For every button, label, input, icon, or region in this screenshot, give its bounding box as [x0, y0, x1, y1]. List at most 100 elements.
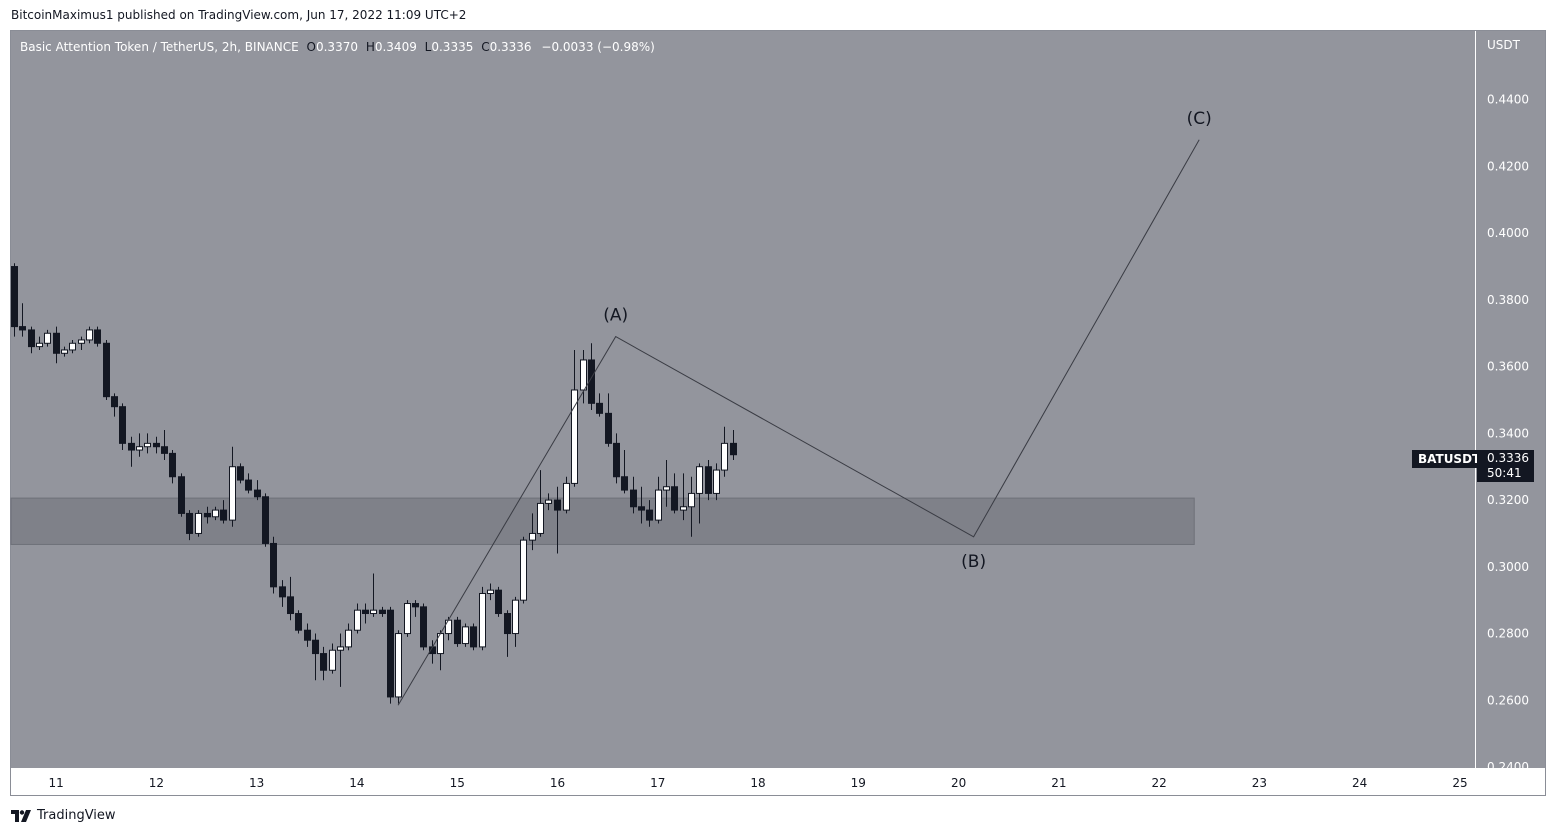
- open-key: O: [306, 40, 316, 54]
- candle-up: [404, 603, 411, 635]
- x-tick-label: 14: [349, 776, 364, 790]
- chart-frame: [10, 30, 1546, 796]
- candle-down: [588, 359, 595, 404]
- candle-up: [136, 446, 143, 451]
- x-tick-label: 25: [1452, 776, 1467, 790]
- y-tick-label: 0.4400: [1487, 93, 1529, 107]
- x-tick-label: 11: [48, 776, 63, 790]
- open-value: 0.3370: [315, 40, 358, 54]
- candle-down: [621, 476, 628, 491]
- high-value: 0.3409: [374, 40, 417, 54]
- wave-path: [397, 139, 1200, 706]
- candle-down: [362, 609, 369, 615]
- support-zone-rect: [10, 497, 1195, 545]
- candle-up: [563, 482, 570, 511]
- y-tick-label: 0.4000: [1487, 226, 1529, 240]
- symbol-title: Basic Attention Token / TetherUS, 2h, BI…: [20, 40, 299, 54]
- candle-down: [186, 512, 193, 534]
- candle-up: [520, 539, 527, 601]
- candle-down: [287, 596, 294, 615]
- candle-down: [119, 406, 126, 444]
- x-tick-label: 21: [1051, 776, 1066, 790]
- candle-down: [270, 542, 277, 588]
- candle-up: [545, 499, 552, 504]
- ticker-tag: BATUSDT: [1412, 450, 1487, 468]
- footer[interactable]: TradingView: [11, 808, 116, 823]
- candle-down: [220, 509, 227, 521]
- close-value: 0.3336: [489, 40, 532, 54]
- candle-down: [19, 326, 26, 331]
- candle-up: [44, 332, 51, 344]
- candle-up: [212, 509, 219, 518]
- candle-up: [337, 646, 344, 651]
- candle-down: [237, 466, 244, 481]
- candles: [11, 263, 737, 704]
- candle-down: [312, 639, 319, 655]
- y-tick-label: 0.2600: [1487, 693, 1529, 707]
- plot-area: [11, 31, 1475, 768]
- candle-down: [605, 412, 612, 444]
- candle-up: [512, 599, 519, 635]
- candle-up: [529, 532, 536, 541]
- x-tick-label: 20: [951, 776, 966, 790]
- candle-up: [78, 339, 85, 344]
- candle-down: [245, 479, 252, 491]
- wave-label: (A): [603, 306, 628, 326]
- tradingview-logo-icon: [11, 809, 31, 823]
- y-tick-label: 0.3200: [1487, 493, 1529, 507]
- x-tick-label: 23: [1252, 776, 1267, 790]
- x-tick-label: 22: [1151, 776, 1166, 790]
- candle-down: [495, 589, 502, 615]
- y-tick-label: 0.2800: [1487, 627, 1529, 641]
- candle-down: [11, 266, 18, 328]
- candle-up: [61, 349, 68, 354]
- candle-down: [504, 613, 511, 635]
- candle-up: [655, 489, 662, 521]
- chart-background: [11, 31, 1545, 795]
- candle-down: [295, 613, 302, 631]
- x-tick-label: 17: [650, 776, 665, 790]
- last-price: 0.3336: [1487, 451, 1529, 465]
- candle-up: [354, 609, 361, 631]
- y-tick-label: 0.2400: [1487, 760, 1529, 774]
- candle-up: [445, 619, 452, 635]
- candle-up: [345, 629, 352, 648]
- candle-down: [53, 332, 60, 354]
- candle-down: [204, 512, 211, 518]
- candle-down: [630, 489, 637, 508]
- candle-up: [696, 466, 703, 494]
- bar-countdown: 50:41: [1487, 466, 1522, 480]
- candle-down: [103, 342, 110, 398]
- wave-labels: (A) (B) (C): [603, 109, 1212, 572]
- currency-label: USDT: [1487, 38, 1520, 52]
- candle-up: [721, 442, 728, 471]
- price-axis-area: [1476, 31, 1545, 768]
- candle-up: [580, 359, 587, 391]
- x-tick-label: 24: [1352, 776, 1367, 790]
- candle-up: [537, 502, 544, 534]
- candle-up: [487, 589, 494, 595]
- candle-down: [161, 446, 168, 454]
- candle-down: [671, 486, 678, 511]
- low-key: L: [424, 40, 432, 54]
- candle-down: [596, 402, 603, 414]
- candle-down: [262, 496, 269, 544]
- candle-down: [454, 619, 461, 645]
- candle-up: [462, 626, 469, 645]
- candle-down: [638, 506, 645, 511]
- x-tick-label: 12: [149, 776, 164, 790]
- low-value: 0.3335: [431, 40, 474, 54]
- x-tick-label: 19: [851, 776, 866, 790]
- y-tick-label: 0.3400: [1487, 426, 1529, 440]
- candle-down: [128, 442, 135, 451]
- x-tick-label: 15: [450, 776, 465, 790]
- wave-label: (C): [1187, 109, 1212, 129]
- candle-up: [688, 492, 695, 508]
- candle-down: [613, 442, 620, 478]
- y-axis: 0.4400 0.4200 0.4000 0.3800 0.3600 0.3400 0.32…: [1487, 93, 1529, 774]
- candle-down: [646, 509, 653, 521]
- y-tick-label: 0.3800: [1487, 293, 1529, 307]
- candle-down: [554, 499, 561, 511]
- candle-down: [420, 606, 427, 648]
